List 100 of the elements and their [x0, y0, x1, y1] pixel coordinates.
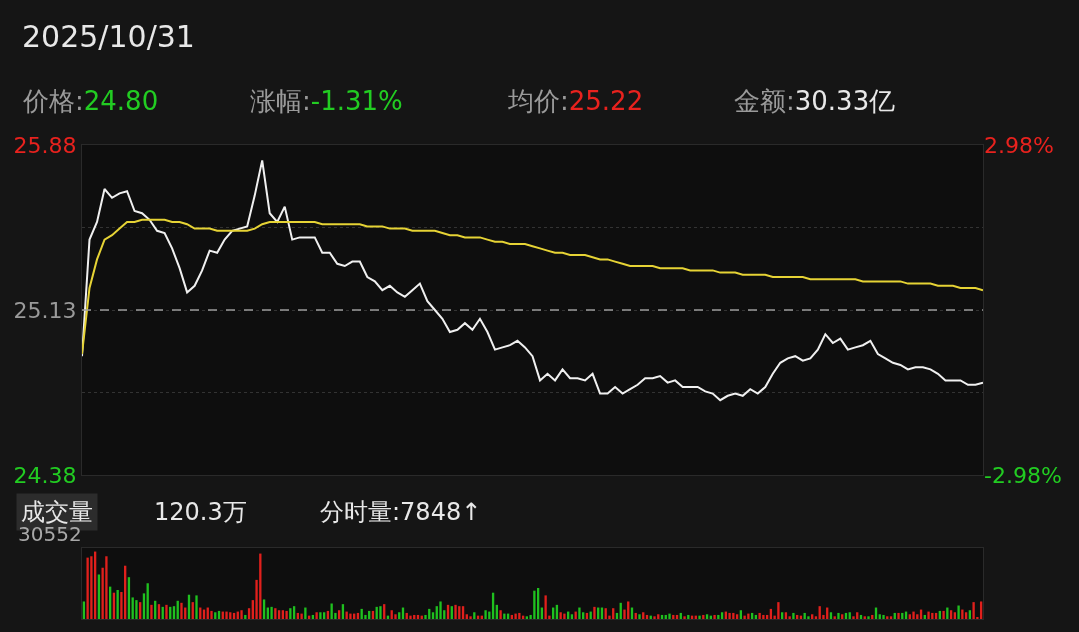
bar [863, 616, 866, 619]
bar [908, 614, 911, 619]
bar [717, 614, 720, 619]
y2-tick-label: 2.98% [984, 132, 1054, 158]
bar [593, 606, 596, 619]
bar [927, 611, 930, 619]
bar [533, 590, 536, 619]
bar [897, 612, 900, 619]
y2-tick-label: -2.98% [984, 462, 1062, 488]
text: 价格:24.80 [22, 86, 159, 116]
bar [240, 610, 243, 619]
bar [499, 610, 502, 619]
text: 均价:25.22 [507, 86, 644, 116]
bar [563, 613, 566, 619]
bar [878, 614, 881, 619]
bar [390, 610, 393, 619]
bar [544, 595, 547, 619]
bar [833, 616, 836, 619]
bar [814, 616, 818, 619]
bar [578, 607, 581, 619]
bar [319, 612, 322, 619]
bar [961, 609, 964, 619]
bar [86, 557, 89, 619]
bar [514, 613, 517, 619]
bar [180, 602, 183, 619]
bar [281, 610, 285, 619]
bar [713, 614, 716, 619]
bar [274, 608, 277, 619]
bar [949, 610, 953, 619]
bar [409, 615, 412, 619]
bar [195, 595, 198, 619]
bar [732, 612, 735, 619]
bar [304, 607, 307, 619]
bar [916, 614, 919, 619]
bar [285, 610, 288, 619]
bar [735, 614, 739, 619]
bar [957, 605, 960, 619]
bar [946, 607, 949, 619]
bar [525, 616, 529, 619]
bar [668, 613, 671, 619]
bar [807, 616, 810, 619]
bar [210, 610, 213, 619]
bar [792, 612, 795, 619]
bar [315, 612, 318, 619]
bar [638, 614, 641, 619]
bar [559, 612, 562, 619]
bar [454, 604, 457, 619]
y-tick-label: 25.13 [13, 297, 77, 323]
y-tick-label: 25.88 [13, 132, 77, 158]
bar [728, 612, 731, 619]
bar [570, 614, 574, 619]
bar [882, 614, 885, 619]
bar [657, 614, 660, 619]
bar [135, 600, 138, 619]
bar [739, 610, 743, 619]
text: 分时量:7848↑ [320, 498, 482, 526]
bar [747, 613, 750, 619]
bar [90, 556, 93, 619]
bar [705, 614, 709, 619]
bar [394, 614, 397, 619]
bar [837, 612, 840, 619]
bar [150, 604, 153, 619]
bar [518, 612, 521, 619]
bar [683, 616, 686, 619]
text: 金额:30.33亿 [734, 86, 896, 116]
bar [968, 610, 972, 619]
bar [653, 616, 656, 619]
bar [289, 608, 292, 619]
bar [503, 613, 506, 619]
chart-title: 2025/10/31 [22, 19, 195, 54]
bar [777, 602, 780, 619]
bar [465, 614, 468, 619]
bar [277, 610, 281, 619]
bar [105, 556, 108, 619]
bar [165, 604, 168, 619]
line-series [82, 159, 983, 402]
bar [912, 611, 915, 619]
bar [972, 602, 975, 619]
bar [484, 610, 487, 619]
bar [270, 606, 273, 619]
bar [379, 606, 382, 619]
chart-title: 成交量 [21, 498, 93, 526]
bar [743, 615, 746, 619]
text: 涨幅:-1.31% [250, 86, 403, 116]
bar [439, 601, 442, 619]
bar [942, 610, 945, 619]
bar [852, 616, 855, 619]
bar [762, 614, 765, 619]
bar [758, 612, 761, 619]
bar [330, 603, 333, 619]
bar [788, 616, 791, 619]
bar [338, 610, 341, 619]
y-tick-label: 24.38 [13, 462, 77, 488]
bar [300, 613, 303, 619]
line-series [82, 218, 983, 355]
bar [225, 611, 228, 619]
bar [469, 616, 472, 619]
bar [811, 614, 814, 619]
bar [698, 615, 701, 619]
text: 120.3万 [154, 498, 247, 526]
